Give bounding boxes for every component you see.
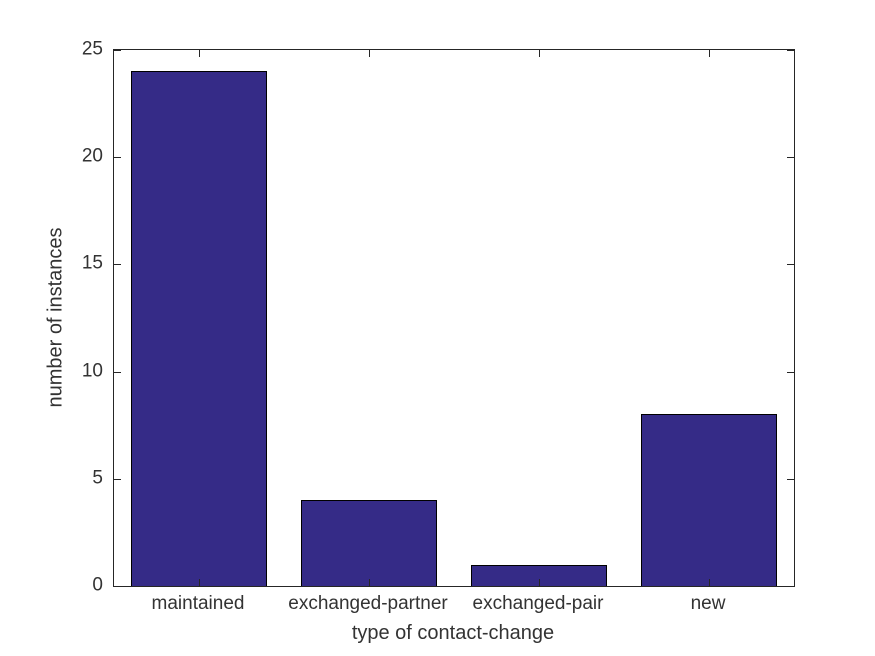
y-tick-label: 20 [81,145,103,167]
y-tick-right [787,50,794,51]
x-tick-bottom [709,579,710,586]
bar [471,565,607,586]
x-tick-label: exchanged-partner [288,593,448,614]
x-axis-label: type of contact-change [351,622,555,644]
y-tick-label: 0 [92,574,103,596]
y-tick-label: 25 [81,38,103,60]
x-tick-top [539,50,540,57]
y-tick-label: 5 [92,467,103,489]
y-tick-left [114,264,121,265]
x-tick-bottom [369,579,370,586]
x-axis-tick-labels: maintained exchanged-partner exchanged-pai… [113,593,793,617]
x-tick-label: maintained [151,593,245,614]
y-axis-tick-labels: 0 5 10 15 20 25 [0,40,103,595]
y-tick-right [787,264,794,265]
y-tick-left [114,479,121,480]
x-tick-label: exchanged-pair [472,593,604,614]
x-tick-top [369,50,370,57]
y-axis-label-container: number of instances [36,49,76,585]
y-tick-right [787,479,794,480]
y-tick-left [114,372,121,373]
bar [301,500,437,586]
y-tick-left [114,157,121,158]
y-tick-left [114,586,121,587]
y-tick-right [787,157,794,158]
y-tick-right [787,586,794,587]
y-tick-right [787,372,794,373]
bar [131,71,267,586]
y-tick-label: 10 [81,360,103,382]
plot-area [113,49,795,587]
y-tick-left [114,50,121,51]
y-axis-label: number of instances [44,226,67,408]
x-tick-bottom [539,579,540,586]
x-tick-top [709,50,710,57]
x-tick-bottom [199,579,200,586]
x-tick-top [199,50,200,57]
y-tick-label: 15 [81,252,103,274]
bar [641,414,777,586]
x-tick-label: new [690,593,726,614]
